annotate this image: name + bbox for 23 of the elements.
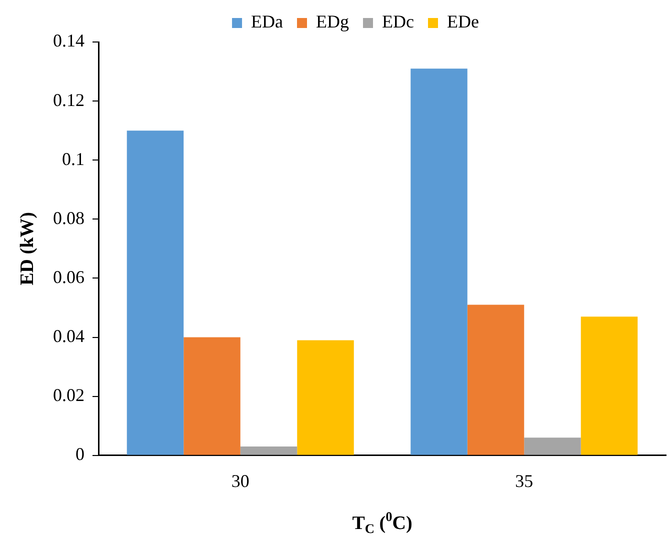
bar [184,337,240,455]
bar [410,68,468,455]
bar [240,446,298,455]
bar [524,438,581,455]
y-tick-label: 0.02 [53,385,84,406]
bar [580,316,638,455]
y-axis-title: ED (kW) [16,212,38,286]
x-tick-label: 30 [231,470,250,491]
y-tick-label: 0.14 [53,30,84,51]
legend-label: EDc [382,12,414,32]
bar [297,340,354,455]
y-tick-label: 0.12 [53,90,84,110]
x-tick-label: 35 [515,470,534,491]
y-tick-label: 0.06 [53,266,84,287]
bar [467,304,524,455]
legend-label: EDa [251,12,284,32]
y-tick-label: 0.08 [53,208,84,228]
legend-label: EDg [316,12,350,32]
bar [126,130,184,455]
y-tick-label: 0.1 [62,148,84,169]
legend-label: EDe [446,12,479,32]
y-tick-label: 0 [76,444,84,464]
y-tick-label: 0.04 [53,326,84,346]
